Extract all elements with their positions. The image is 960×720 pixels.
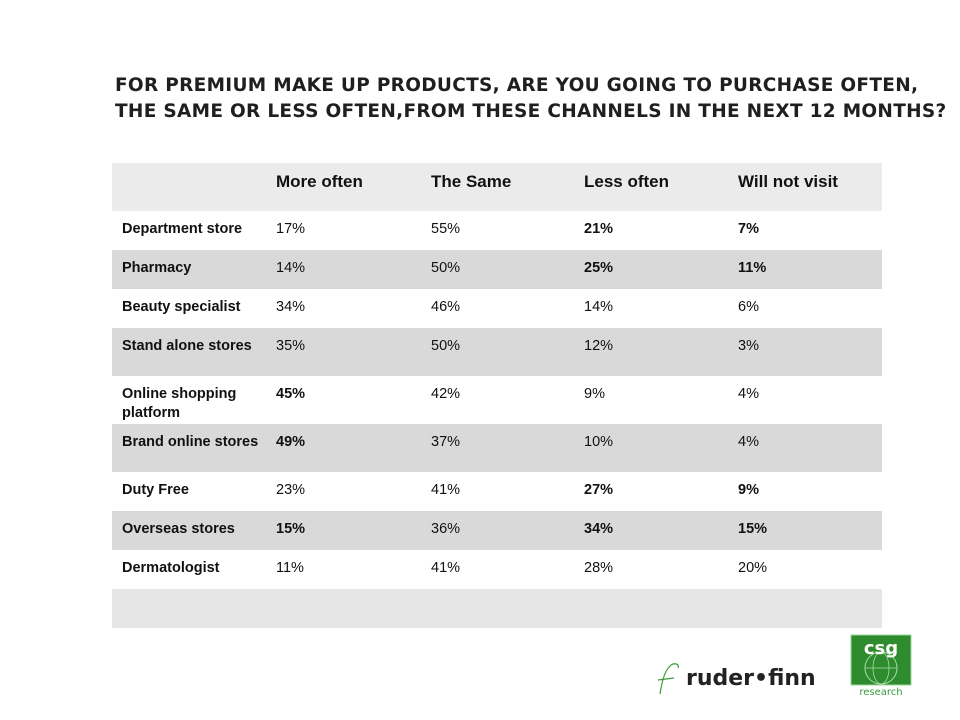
empty-cell xyxy=(584,589,738,628)
ruder-finn-wordmark: ruder•finn xyxy=(686,666,816,691)
empty-cell xyxy=(112,589,276,628)
ruder-finn-logo: ruder•finn xyxy=(657,663,816,695)
cell-will-not-visit: 4% xyxy=(738,424,882,472)
csg-research-logo: csg research xyxy=(850,634,912,698)
cell-less-often: 27% xyxy=(584,482,614,498)
cell-less-often: 28% xyxy=(584,560,614,576)
cell-will-not-visit: 3% xyxy=(738,328,882,376)
table-row: Beauty specialist 34% 46% 14% 6% xyxy=(112,289,882,328)
cell-will-not-visit: 4% xyxy=(738,386,759,402)
table-row: Department store 17% 55% 21% 7% xyxy=(112,211,882,250)
cell-the-same: 55% xyxy=(431,221,461,237)
cell-less-often: 9% xyxy=(584,386,605,402)
row-label: Online shopping platform xyxy=(122,386,237,421)
cell-more-often: 35% xyxy=(276,328,431,376)
title-line-1: FOR PREMIUM MAKE UP PRODUCTS, ARE YOU GO… xyxy=(115,75,919,96)
row-label: Brand online stores xyxy=(112,424,276,472)
cell-less-often: 12% xyxy=(584,328,738,376)
cell-more-often: 23% xyxy=(276,482,306,498)
cell-will-not-visit: 7% xyxy=(738,221,759,237)
table-row: Dermatologist 11% 41% 28% 20% xyxy=(112,550,882,589)
empty-cell xyxy=(276,589,431,628)
header-more-often: More often xyxy=(276,163,431,211)
cell-the-same: 37% xyxy=(431,424,584,472)
row-label: Duty Free xyxy=(122,482,189,498)
csg-wordmark: csg xyxy=(864,638,898,659)
cell-the-same: 41% xyxy=(431,482,461,498)
cell-will-not-visit: 20% xyxy=(738,560,768,576)
header-will-not-visit: Will not visit xyxy=(738,163,882,211)
cell-will-not-visit: 6% xyxy=(738,299,759,315)
cell-more-often: 34% xyxy=(276,299,306,315)
table-empty-row xyxy=(112,589,882,628)
row-label: Overseas stores xyxy=(112,511,276,550)
cell-more-often: 49% xyxy=(276,424,431,472)
cell-the-same: 50% xyxy=(431,250,584,289)
table-header-row: More often The Same Less often Will not … xyxy=(112,163,882,211)
table-row: Stand alone stores 35% 50% 12% 3% xyxy=(112,328,882,376)
cell-will-not-visit: 15% xyxy=(738,511,882,550)
cell-more-often: 45% xyxy=(276,386,306,402)
header-the-same: The Same xyxy=(431,163,584,211)
cell-the-same: 36% xyxy=(431,511,584,550)
header-cell-empty xyxy=(112,163,276,211)
cell-more-often: 14% xyxy=(276,250,431,289)
row-label: Pharmacy xyxy=(112,250,276,289)
row-label: Department store xyxy=(122,221,243,237)
row-label: Stand alone stores xyxy=(112,328,276,376)
survey-table: More often The Same Less often Will not … xyxy=(112,163,882,628)
cell-the-same: 46% xyxy=(431,299,461,315)
cell-the-same: 50% xyxy=(431,328,584,376)
row-label: Dermatologist xyxy=(122,560,220,576)
cell-less-often: 34% xyxy=(584,511,738,550)
cell-more-often: 11% xyxy=(276,560,304,576)
table-row: Online shopping platform 45% 42% 9% 4% xyxy=(112,376,882,424)
row-label: Beauty specialist xyxy=(122,299,241,315)
table-row: Pharmacy 14% 50% 25% 11% xyxy=(112,250,882,289)
cell-will-not-visit: 9% xyxy=(738,482,759,498)
cell-the-same: 42% xyxy=(431,386,461,402)
cell-will-not-visit: 11% xyxy=(738,250,882,289)
empty-cell xyxy=(431,589,584,628)
csg-research-text: research xyxy=(859,687,902,698)
cell-the-same: 41% xyxy=(431,560,461,576)
cell-more-often: 15% xyxy=(276,511,431,550)
title-line-2: THE SAME OR LESS OFTEN,FROM THESE CHANNE… xyxy=(115,101,947,122)
header-less-often: Less often xyxy=(584,163,738,211)
table-row: Overseas stores 15% 36% 34% 15% xyxy=(112,511,882,550)
cell-less-often: 21% xyxy=(584,221,614,237)
cell-less-often: 14% xyxy=(584,299,614,315)
cell-more-often: 17% xyxy=(276,221,306,237)
slide-title: FOR PREMIUM MAKE UP PRODUCTS, ARE YOU GO… xyxy=(115,73,947,125)
cell-less-often: 25% xyxy=(584,250,738,289)
cell-less-often: 10% xyxy=(584,424,738,472)
table-row: Brand online stores 49% 37% 10% 4% xyxy=(112,424,882,472)
empty-cell xyxy=(738,589,882,628)
table-row: Duty Free 23% 41% 27% 9% xyxy=(112,472,882,511)
